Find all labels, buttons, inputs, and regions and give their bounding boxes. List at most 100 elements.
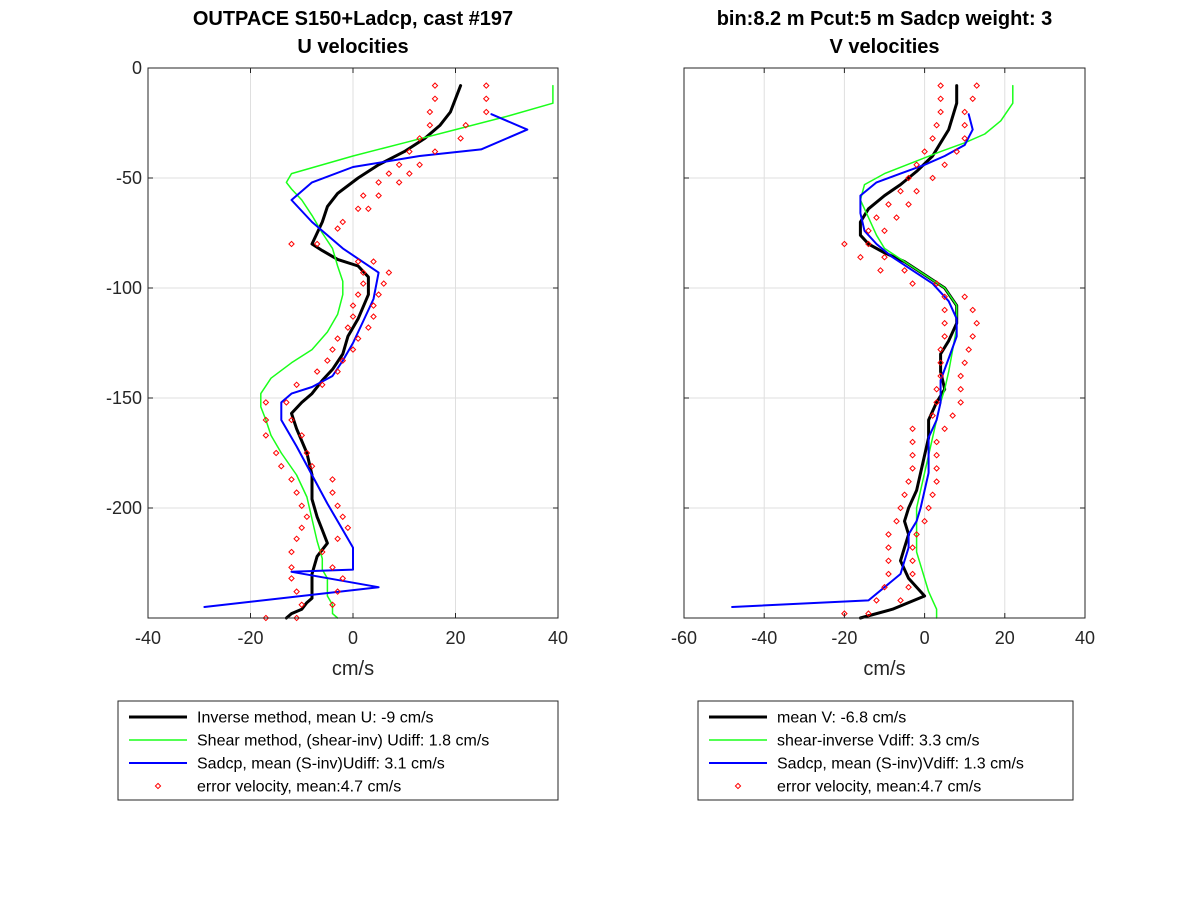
error-velocity-marker (313, 368, 321, 375)
error-velocity-marker (929, 174, 936, 182)
error-velocity-marker (865, 227, 872, 235)
error-velocity-marker (370, 302, 377, 309)
error-velocity-marker (941, 161, 948, 169)
error-velocity-marker (905, 583, 912, 591)
error-velocity-marker (885, 570, 892, 578)
error-velocity-marker (262, 614, 270, 622)
error-velocity-marker (885, 531, 892, 538)
error-velocity-marker (941, 333, 948, 340)
error-velocity-marker (893, 517, 900, 525)
x-tick-label: -40 (135, 628, 161, 648)
error-velocity-marker (406, 148, 413, 155)
error-velocity-marker (941, 306, 948, 314)
error-velocity-marker (329, 601, 336, 609)
error-velocity-marker (482, 82, 490, 89)
error-velocity-marker (303, 449, 311, 457)
legend-entry-label: Sadcp, mean (S-inv)Vdiff: 1.3 cm/s (777, 756, 1024, 773)
error-velocity-marker (354, 258, 362, 265)
x-axis-label: cm/s (863, 658, 905, 680)
error-velocity-marker (865, 610, 872, 617)
error-velocity-marker (969, 306, 977, 314)
error-velocity-marker (933, 451, 940, 459)
error-velocity-marker (957, 399, 964, 406)
error-velocity-marker (881, 227, 888, 235)
error-velocity-marker (937, 95, 944, 103)
error-velocity-marker (288, 476, 295, 483)
legend-entry-label: Inverse method, mean U: -9 cm/s (197, 710, 434, 727)
error-velocity-marker (262, 416, 270, 424)
series-line-3 (203, 113, 529, 608)
error-velocity-marker (272, 449, 280, 457)
error-velocity-marker (283, 399, 290, 406)
error-velocity-marker (933, 121, 940, 129)
error-velocity-marker (370, 313, 377, 320)
error-velocity-marker (298, 502, 306, 510)
error-velocity-marker (329, 346, 336, 353)
y-tick-label: -100 (106, 278, 142, 298)
error-velocity-marker (969, 95, 977, 103)
error-velocity-marker (941, 425, 948, 433)
error-velocity-marker (457, 135, 464, 142)
error-velocity-marker (329, 476, 336, 483)
error-velocity-marker (293, 588, 300, 595)
error-velocity-marker (873, 597, 880, 604)
legend-entry-label: error velocity, mean:4.7 cm/s (777, 779, 981, 796)
error-velocity-marker (318, 381, 326, 389)
error-velocity-marker (881, 253, 888, 261)
error-velocity-marker (957, 372, 964, 380)
chart-title: OUTPACE S150+Ladcp, cast #197 (193, 8, 513, 30)
error-velocity-marker (349, 346, 357, 353)
x-tick-label: 0 (920, 628, 930, 648)
error-velocity-marker (897, 597, 904, 604)
y-tick-label: -150 (106, 388, 142, 408)
error-velocity-marker (426, 108, 434, 116)
error-velocity-marker (925, 504, 932, 512)
error-velocity-marker (885, 201, 892, 208)
error-velocity-marker (909, 465, 916, 472)
error-velocity-marker (339, 218, 347, 226)
error-velocity-marker (288, 240, 295, 248)
error-velocity-marker (324, 357, 331, 364)
x-tick-label: -20 (831, 628, 857, 648)
error-velocity-marker (909, 451, 916, 459)
error-velocity-marker (298, 432, 306, 439)
error-velocity-marker (365, 205, 372, 213)
x-tick-label: -40 (751, 628, 777, 648)
error-velocity-marker (359, 280, 367, 287)
error-velocity-marker (913, 187, 920, 195)
legend-box (117, 700, 559, 801)
error-velocity-marker (298, 524, 306, 532)
error-velocity-marker (431, 82, 439, 89)
error-velocity-marker (913, 531, 920, 538)
error-velocity-marker (969, 333, 977, 340)
error-velocity-marker (385, 269, 393, 276)
error-velocity-marker (909, 570, 916, 578)
error-velocity-marker (416, 135, 423, 142)
x-tick-label: 20 (995, 628, 1015, 648)
error-velocity-marker (897, 187, 904, 195)
error-velocity-marker (359, 192, 367, 199)
legend-entry-label: Sadcp, mean (S-inv)Udiff: 3.1 cm/s (197, 756, 445, 773)
error-velocity-marker (957, 385, 964, 393)
error-velocity-marker (293, 614, 300, 622)
error-velocity-marker (334, 502, 341, 510)
error-velocity-marker (334, 368, 341, 375)
error-velocity-marker (370, 258, 377, 265)
error-velocity-marker (416, 161, 423, 169)
error-velocity-marker (913, 161, 920, 169)
y-tick-label: -50 (116, 168, 142, 188)
y-tick-label: 0 (132, 58, 142, 78)
error-velocity-marker (354, 335, 362, 342)
error-velocity-marker (937, 346, 944, 353)
error-velocity-marker (909, 280, 916, 287)
error-velocity-marker (885, 557, 892, 565)
error-velocity-marker (921, 148, 928, 155)
error-velocity-marker (873, 214, 880, 221)
error-velocity-marker (354, 291, 362, 298)
error-velocity-marker (365, 324, 372, 331)
error-velocity-marker (937, 372, 944, 380)
error-velocity-marker (431, 95, 439, 103)
error-velocity-marker (929, 412, 936, 419)
